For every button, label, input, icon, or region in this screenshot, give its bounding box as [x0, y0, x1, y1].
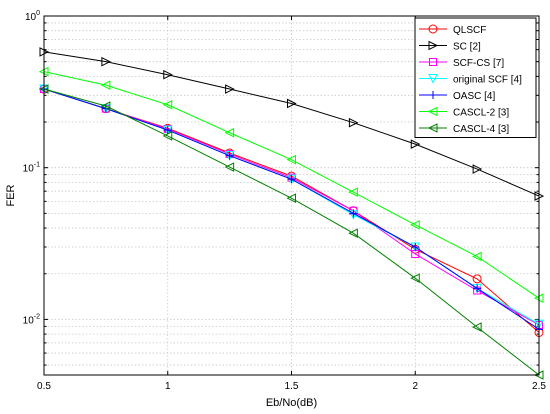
data-point [428, 24, 438, 34]
data-point [410, 273, 420, 283]
data-point [162, 99, 173, 110]
data-point [472, 251, 482, 262]
legend: QLSCF SC [2] SCF-CS [7] original SCF [4] OAS… [414, 17, 537, 138]
legend-label: CASCL-4 [3] [453, 124, 509, 135]
data-point [473, 284, 482, 293]
data-point [348, 228, 358, 239]
legend-entry: original SCF [4] [419, 74, 522, 86]
data-point [101, 56, 111, 67]
legend-entry: CASCL-4 [3] [419, 123, 509, 135]
series-line [43, 71, 540, 299]
data-point [428, 40, 439, 51]
x-tick-label: 2 [412, 381, 418, 392]
data-point [349, 209, 358, 218]
data-point [100, 101, 111, 111]
x-tick-label: 1 [165, 381, 171, 392]
legend-label: CASCL-2 [3] [453, 108, 509, 119]
data-point [224, 162, 235, 172]
data-point [429, 58, 437, 66]
y-tick-label: 100 [25, 10, 40, 23]
x-tick-label: 0.5 [37, 381, 51, 392]
legend-entry: OASC [4] [419, 91, 495, 102]
data-point [411, 243, 420, 252]
data-point [163, 69, 173, 80]
data-point [410, 139, 421, 149]
data-point [348, 117, 359, 128]
data-point [472, 164, 483, 174]
data-point [163, 126, 172, 135]
data-point [287, 175, 296, 184]
data-point [224, 127, 235, 138]
data-point [287, 98, 297, 109]
y-tick-label: 10-2 [23, 313, 40, 326]
data-point [428, 74, 438, 84]
series-line [43, 88, 540, 376]
legend-entry: CASCL-2 [3] [419, 106, 509, 119]
data-point [100, 80, 111, 90]
data-point [410, 220, 420, 230]
legend-label: OASC [4] [453, 91, 495, 102]
data-point [225, 151, 234, 160]
data-point [427, 123, 438, 133]
data-point [286, 154, 296, 165]
data-point [162, 131, 173, 141]
legend-entry: SCF-CS [7] [419, 58, 504, 69]
data-point [472, 322, 482, 332]
data-point [348, 187, 358, 197]
legend-label: SCF-CS [7] [453, 58, 504, 69]
x-tick-label: 1.5 [285, 381, 299, 392]
data-point [225, 84, 235, 94]
data-point [286, 193, 296, 203]
legend-label: QLSCF [453, 25, 486, 36]
y-tick-label: 10-1 [23, 162, 40, 175]
data-point [429, 91, 437, 99]
data-point [427, 106, 438, 117]
series-line [43, 51, 540, 197]
x-axis-label: Eb/No(dB) [266, 397, 317, 409]
x-tick-label: 2.5 [532, 381, 546, 392]
legend-label: SC [2] [453, 42, 481, 53]
legend-label: original SCF [4] [453, 75, 522, 86]
plot-frame [43, 15, 540, 376]
tick-labels: 0.5 1 1.5 2 2.5 10-2 10-1 100 [23, 10, 547, 392]
legend-entry: QLSCF [419, 24, 486, 36]
legend-entry: SC [2] [419, 40, 481, 53]
data-point [472, 274, 482, 284]
y-axis-label: FER [5, 184, 17, 206]
